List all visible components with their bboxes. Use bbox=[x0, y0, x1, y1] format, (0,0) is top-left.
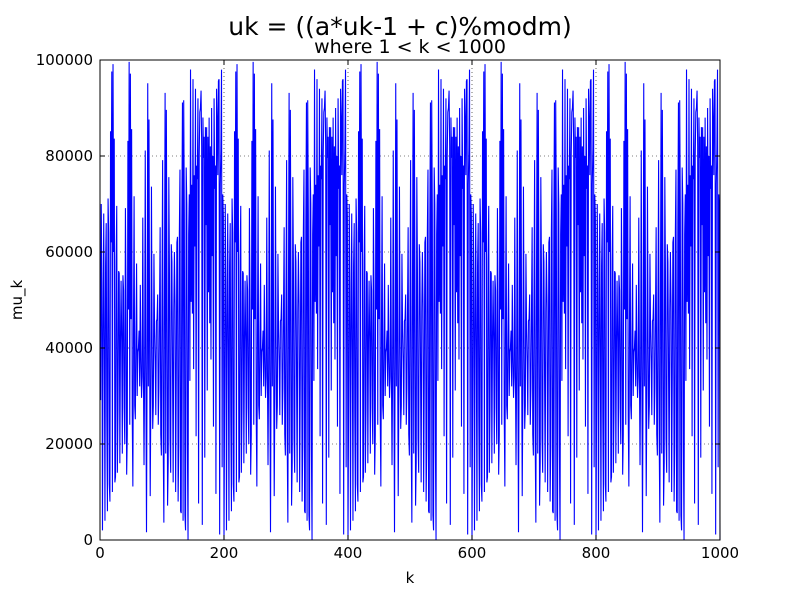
x-tick-label: 0 bbox=[95, 544, 105, 562]
y-tick-label: 20000 bbox=[45, 435, 93, 453]
x-tick-label: 200 bbox=[210, 544, 239, 562]
y-tick-label: 0 bbox=[83, 531, 93, 549]
y-tick-label: 100000 bbox=[36, 51, 93, 69]
series-layer bbox=[100, 61, 721, 541]
chart-subtitle: where 1 < k < 1000 bbox=[314, 36, 506, 58]
y-axis-label: mu_k bbox=[8, 280, 27, 321]
series-line bbox=[100, 61, 721, 541]
y-tick-label: 40000 bbox=[45, 339, 93, 357]
plot-frame bbox=[99, 59, 721, 541]
y-tick-label: 80000 bbox=[45, 147, 93, 165]
tick-layer: 0 200 400 600 800 1000 0 20000 40000 60000 80000 10… bbox=[36, 51, 739, 562]
y-tick-label: 60000 bbox=[45, 243, 93, 261]
x-tick-label: 600 bbox=[458, 544, 487, 562]
x-axis-label: k bbox=[406, 569, 415, 587]
chart-title: uk = ((a*uk-1 + c)%modm) bbox=[228, 12, 571, 41]
x-tick-label: 1000 bbox=[701, 544, 739, 562]
x-tick-label: 800 bbox=[582, 544, 611, 562]
x-tick-label: 400 bbox=[334, 544, 363, 562]
